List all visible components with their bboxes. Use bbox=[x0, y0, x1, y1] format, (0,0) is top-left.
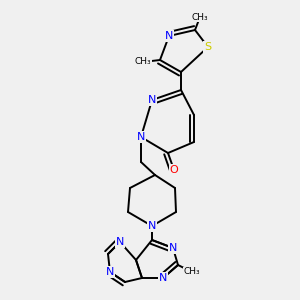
Text: S: S bbox=[204, 42, 211, 52]
Text: N: N bbox=[148, 95, 156, 105]
Text: N: N bbox=[116, 237, 124, 247]
Text: N: N bbox=[165, 31, 173, 41]
Text: CH₃: CH₃ bbox=[192, 13, 208, 22]
Text: N: N bbox=[106, 267, 114, 277]
Text: O: O bbox=[169, 165, 178, 175]
Text: N: N bbox=[148, 221, 156, 231]
Text: CH₃: CH₃ bbox=[135, 58, 151, 67]
Text: CH₃: CH₃ bbox=[184, 268, 200, 277]
Text: N: N bbox=[159, 273, 167, 283]
Text: N: N bbox=[137, 132, 145, 142]
Text: N: N bbox=[169, 243, 177, 253]
